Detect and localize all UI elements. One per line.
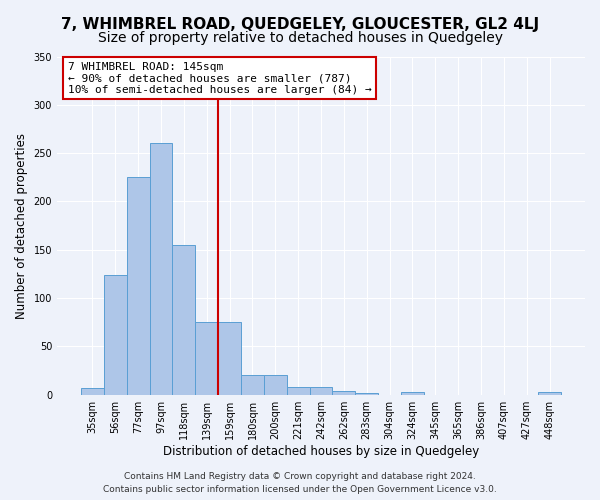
Bar [310, 387, 332, 394]
Y-axis label: Number of detached properties: Number of detached properties [15, 132, 28, 318]
Bar [241, 376, 264, 394]
X-axis label: Distribution of detached houses by size in Quedgeley: Distribution of detached houses by size … [163, 444, 479, 458]
Bar [218, 322, 241, 394]
Bar [287, 387, 310, 394]
Bar [538, 392, 561, 394]
Bar [196, 322, 218, 394]
Bar [264, 376, 287, 394]
Bar [172, 245, 196, 394]
Bar [104, 275, 127, 394]
Text: 7, WHIMBREL ROAD, QUEDGELEY, GLOUCESTER, GL2 4LJ: 7, WHIMBREL ROAD, QUEDGELEY, GLOUCESTER,… [61, 18, 539, 32]
Bar [355, 393, 378, 394]
Text: 7 WHIMBREL ROAD: 145sqm
← 90% of detached houses are smaller (787)
10% of semi-d: 7 WHIMBREL ROAD: 145sqm ← 90% of detache… [68, 62, 371, 95]
Text: Size of property relative to detached houses in Quedgeley: Size of property relative to detached ho… [97, 31, 503, 45]
Bar [332, 391, 355, 394]
Bar [127, 178, 149, 394]
Bar [401, 392, 424, 394]
Bar [149, 144, 172, 394]
Bar [81, 388, 104, 394]
Text: Contains HM Land Registry data © Crown copyright and database right 2024.
Contai: Contains HM Land Registry data © Crown c… [103, 472, 497, 494]
